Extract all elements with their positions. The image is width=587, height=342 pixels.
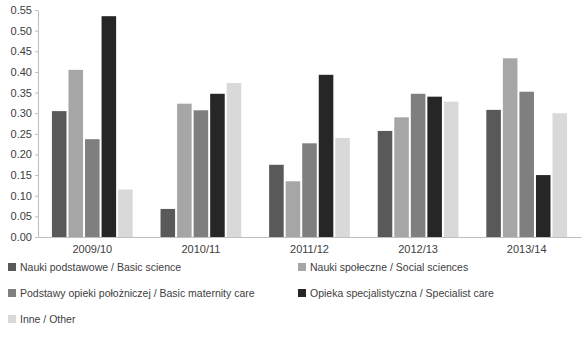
legend-item: Nauki podstawowe / Basic science (8, 261, 181, 273)
bar (335, 138, 350, 237)
y-tick: 0.15 (11, 169, 38, 181)
legend-label: Podstawy opieki położniczej / Basic mate… (20, 287, 255, 299)
x-axis-line (39, 237, 582, 238)
bar (227, 83, 242, 237)
x-tick-label: 2009/10 (72, 243, 112, 255)
bar (319, 75, 334, 237)
y-tick-label: 0.00 (11, 231, 32, 243)
legend-swatch (298, 263, 306, 271)
y-tick-mark (35, 237, 38, 238)
y-tick: 0.25 (11, 128, 38, 140)
legend-item: Inne / Other (8, 313, 76, 325)
bar (302, 143, 317, 237)
legend-item: Podstawy opieki położniczej / Basic mate… (8, 287, 255, 299)
y-tick: 0.00 (11, 231, 38, 243)
bar (269, 165, 284, 237)
y-tick: 0.45 (11, 45, 38, 57)
legend-item: Nauki społeczne / Social sciences (298, 261, 468, 273)
bar (553, 113, 568, 237)
legend-label: Opieka specjalistyczna / Specialist care (310, 287, 494, 299)
y-tick-label: 0.05 (11, 210, 32, 222)
bar (394, 117, 409, 237)
bar (52, 111, 67, 237)
y-tick-label: 0.50 (11, 25, 32, 37)
y-tick-mark (35, 31, 38, 32)
y-tick-mark (35, 175, 38, 176)
x-tick: 2012/13 (398, 237, 438, 255)
legend: Nauki podstawowe / Basic science Nauki sp… (8, 261, 494, 325)
y-tick-label: 0.55 (11, 4, 32, 16)
x-axis: 2009/10 2010/11 2011/12 2012/13 2013/14 (39, 237, 582, 255)
bar (177, 104, 192, 237)
bar (427, 97, 442, 237)
y-tick-label: 0.10 (11, 190, 32, 202)
y-tick-mark (35, 10, 38, 11)
y-tick-label: 0.30 (11, 107, 32, 119)
y-tick-mark (35, 93, 38, 94)
chart: 0.00 0.05 0.10 0.15 0.20 0.25 0.30 0.35 0.40 0.45… (0, 0, 587, 342)
legend-label: Inne / Other (20, 313, 76, 325)
bar (503, 58, 518, 237)
y-tick-mark (35, 196, 38, 197)
y-tick-label: 0.20 (11, 148, 32, 160)
x-tick-label: 2013/14 (507, 243, 547, 255)
y-tick-mark (35, 113, 38, 114)
x-tick: 2009/10 (72, 237, 112, 255)
y-tick-label: 0.40 (11, 66, 32, 78)
y-tick: 0.20 (11, 148, 38, 160)
legend-swatch (8, 263, 16, 271)
y-tick: 0.40 (11, 66, 38, 78)
y-axis-line (38, 11, 39, 238)
plot: 0.00 0.05 0.10 0.15 0.20 0.25 0.30 0.35 0.40 0.45… (11, 4, 582, 255)
x-tick-label: 2010/11 (181, 243, 220, 255)
bar (85, 139, 100, 237)
y-tick-mark (35, 51, 38, 52)
y-tick: 0.30 (11, 107, 38, 119)
y-axis: 0.00 0.05 0.10 0.15 0.20 0.25 0.30 0.35 0.40 0.45… (11, 4, 39, 243)
legend-label: Nauki podstawowe / Basic science (20, 261, 181, 273)
y-tick: 0.05 (11, 210, 38, 222)
bar (411, 94, 426, 237)
legend-swatch (298, 289, 306, 297)
bar (486, 110, 501, 237)
y-tick-label: 0.35 (11, 87, 32, 99)
y-tick-label: 0.45 (11, 45, 32, 57)
y-tick-mark (35, 216, 38, 217)
bar (519, 92, 534, 237)
bar (194, 110, 209, 237)
bar (210, 94, 225, 237)
bar (102, 16, 117, 237)
series (68, 58, 517, 237)
y-tick-label: 0.25 (11, 128, 32, 140)
bar (378, 131, 393, 237)
y-tick: 0.55 (11, 4, 38, 16)
x-tick-label: 2012/13 (398, 243, 438, 255)
legend-swatch (8, 289, 16, 297)
bar (161, 209, 176, 237)
y-tick-mark (35, 72, 38, 73)
x-tick: 2011/12 (290, 237, 329, 255)
y-tick-mark (35, 134, 38, 135)
bar (286, 181, 301, 237)
bar (536, 175, 551, 237)
series (102, 16, 551, 237)
legend-item: Opieka specjalistyczna / Specialist care (298, 287, 494, 299)
series (118, 83, 567, 237)
bar (444, 102, 459, 237)
legend-label: Nauki społeczne / Social sciences (310, 261, 468, 273)
x-tick-label: 2011/12 (290, 243, 329, 255)
y-tick-mark (35, 154, 38, 155)
x-tick: 2013/14 (507, 237, 547, 255)
bar (118, 190, 133, 237)
bars (52, 16, 567, 237)
y-tick: 0.10 (11, 190, 38, 202)
y-tick: 0.50 (11, 25, 38, 37)
x-tick: 2010/11 (181, 237, 220, 255)
y-tick-label: 0.15 (11, 169, 32, 181)
legend-swatch (8, 315, 16, 323)
bar (68, 70, 83, 237)
series (85, 92, 534, 237)
y-tick: 0.35 (11, 87, 38, 99)
